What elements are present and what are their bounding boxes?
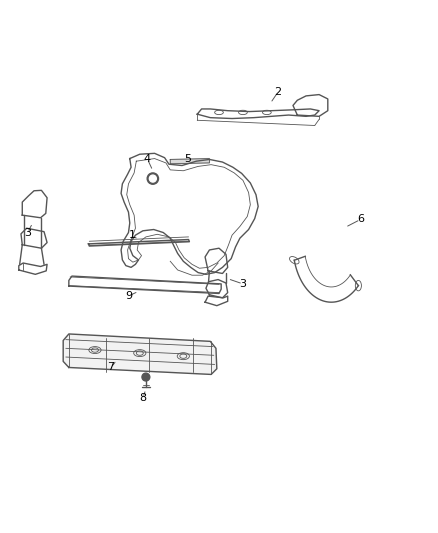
- Polygon shape: [63, 334, 217, 375]
- Circle shape: [147, 173, 159, 184]
- Text: 7: 7: [107, 362, 115, 373]
- Text: 8: 8: [139, 393, 146, 403]
- Text: 3: 3: [240, 279, 247, 289]
- Text: 1: 1: [128, 230, 135, 240]
- Text: 5: 5: [184, 154, 191, 164]
- Text: 9: 9: [125, 291, 132, 301]
- Circle shape: [142, 373, 150, 381]
- Text: 6: 6: [357, 214, 364, 224]
- Circle shape: [149, 175, 156, 182]
- Polygon shape: [88, 239, 189, 246]
- Text: 2: 2: [274, 87, 281, 98]
- Polygon shape: [170, 158, 209, 164]
- Text: 4: 4: [144, 154, 151, 164]
- Text: 3: 3: [24, 228, 31, 238]
